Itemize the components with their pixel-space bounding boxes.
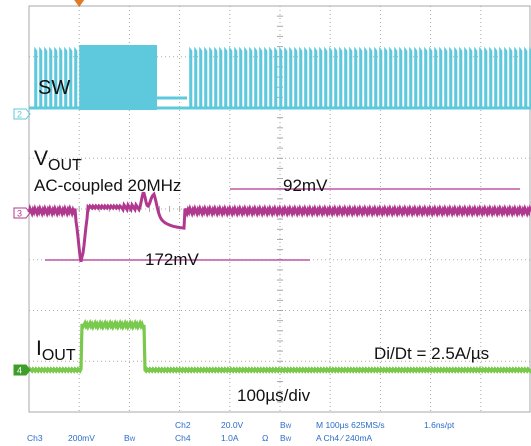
undershoot-label: 172mV: [145, 250, 200, 269]
vout-label: VOUT: [34, 147, 82, 174]
iout-label-main: I: [36, 337, 42, 360]
traces: [27, 45, 531, 374]
status-ch4: Ch4: [175, 433, 191, 443]
vout-label-sub: OUT: [48, 157, 82, 174]
status-sample: 1.6ns/pt: [424, 420, 455, 430]
channel-markers: 2 3 4: [13, 108, 31, 376]
trigger-marker: [74, 0, 85, 7]
vout-coupling-note: AC-coupled 20MHz: [34, 176, 181, 195]
channel-marker-3: [13, 207, 31, 219]
sw-pulses: [34, 46, 531, 108]
status-trigger: A Ch4 ∕ 240mA: [316, 433, 373, 443]
iout-label-sub: OUT: [42, 347, 76, 364]
waveform-annotations: SW VOUT AC-coupled 20MHz 92mV 172mV IOUT…: [34, 77, 489, 405]
sw-label: SW: [38, 77, 70, 99]
status-ch4-scale: 1.0A: [221, 433, 239, 443]
timebase-label: 100µs/div: [237, 386, 311, 405]
status-ch3-scale: 200mV: [68, 433, 95, 443]
channel-marker-label-4: 4: [17, 366, 22, 376]
status-ch2-scale: 20.0V: [221, 420, 244, 430]
status-bw1: BW: [280, 420, 292, 430]
sw-burst: [79, 45, 158, 110]
status-bw2: BW: [124, 433, 136, 443]
overshoot-label: 92mV: [283, 176, 328, 195]
channel-marker-label-3: 3: [17, 209, 22, 219]
status-omega: Ω: [262, 433, 269, 443]
slew-label: Di/Dt = 2.5A/µs: [374, 344, 489, 363]
vout-trace: [27, 191, 531, 262]
status-timebase: M 100µs 625MS/s: [316, 420, 385, 430]
status-bw3: BW: [280, 433, 292, 443]
iout-label: IOUT: [36, 337, 76, 364]
channel-marker-2: [13, 108, 31, 120]
status-ch3: Ch3: [27, 433, 43, 443]
iout-trace: [27, 318, 531, 374]
channel-marker-4: [13, 364, 31, 376]
status-ch2: Ch2: [175, 420, 191, 430]
channel-marker-label-2: 2: [17, 110, 22, 120]
vout-label-main: V: [34, 147, 48, 170]
